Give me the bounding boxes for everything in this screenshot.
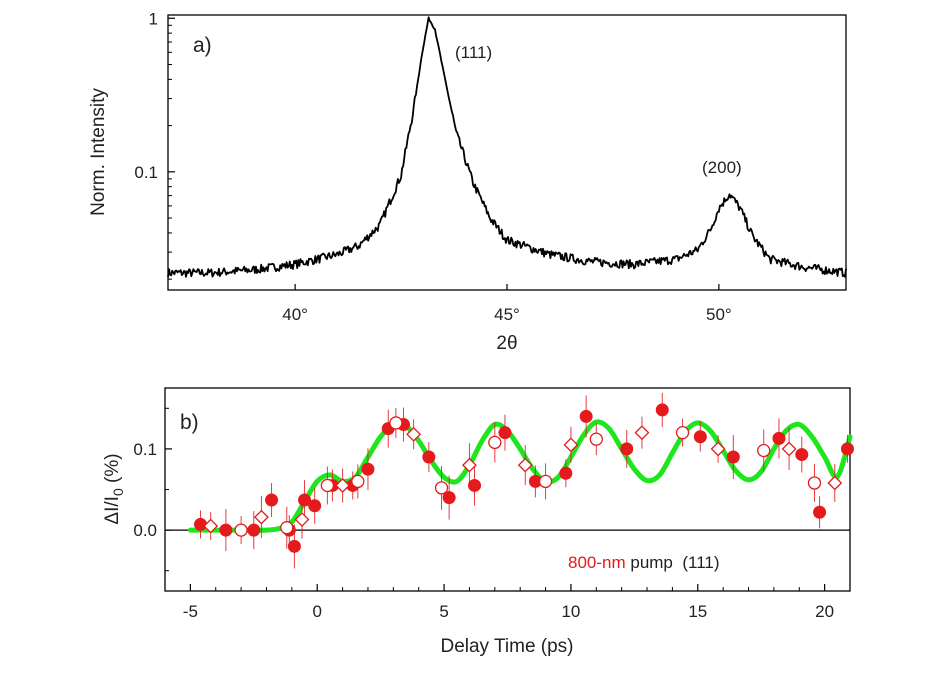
x-tick-label: 5 xyxy=(439,602,448,621)
x-tick-label: 15 xyxy=(688,602,707,621)
panel-a-frame xyxy=(167,14,847,291)
panel-a-plot-area xyxy=(167,16,847,278)
data-point-filled-circle xyxy=(655,403,669,417)
data-point-open-circle xyxy=(675,426,690,440)
peak-200-label: (200) xyxy=(702,158,742,177)
panel-b-plot-area xyxy=(165,392,854,569)
peak-111-label: (111) xyxy=(455,43,492,62)
data-point-open-diamond xyxy=(294,512,310,527)
x-tick-label: 20 xyxy=(815,602,834,621)
data-point-filled-circle xyxy=(693,430,707,444)
data-point-filled-circle xyxy=(361,462,375,476)
data-point-filled-circle xyxy=(726,450,740,464)
data-point-filled-circle xyxy=(219,523,233,537)
data-point-open-diamond xyxy=(710,441,726,457)
x-tick-label: 10 xyxy=(561,602,580,621)
data-point-filled-circle xyxy=(442,491,456,505)
x-tick-label: 50° xyxy=(706,305,732,324)
data-point-open-circle xyxy=(280,521,294,535)
data-point-open-diamond xyxy=(335,478,351,493)
panel-a-x-axis-label: 2θ xyxy=(496,333,517,354)
panel-b-y-ticks: 0.0 0.1 xyxy=(133,407,172,572)
data-point-open-circle xyxy=(538,474,553,489)
data-point-open-circle xyxy=(320,478,335,493)
y-tick-label: 0.1 xyxy=(133,440,157,459)
data-point-open-diamond xyxy=(517,457,533,473)
data-point-filled-circle xyxy=(579,409,593,423)
panel-a-x-ticks: 40° 45° 50° xyxy=(282,284,732,324)
data-point-open-diamond xyxy=(406,426,422,442)
data-point-open-diamond xyxy=(781,441,797,457)
data-point-filled-circle xyxy=(194,517,208,531)
x-tick-label: 40° xyxy=(282,305,308,324)
data-point-open-diamond xyxy=(827,475,843,491)
data-point-open-diamond xyxy=(253,509,269,525)
data-point-filled-circle xyxy=(422,450,436,464)
data-point-filled-circle xyxy=(298,493,312,507)
panel-b-legend: 800-nm pump (111) xyxy=(568,553,720,572)
data-point-filled-circle xyxy=(498,426,512,440)
data-point-open-circle xyxy=(234,523,248,537)
x-tick-label: -5 xyxy=(183,602,198,621)
legend-pump-wavelength: 800-nm xyxy=(568,553,626,572)
panel-a-y-ticks: 0.11 xyxy=(134,9,175,280)
panel-b-label: b) xyxy=(180,411,199,434)
data-point-filled-circle xyxy=(620,442,634,456)
data-point-filled-circle xyxy=(265,493,279,507)
x-tick-label: 0 xyxy=(312,602,321,621)
spectrum-trace xyxy=(167,16,847,278)
y-tick-label: 1 xyxy=(149,9,158,28)
panel-a-y-axis-label: Norm. Intensity xyxy=(88,88,109,216)
data-point-filled-circle xyxy=(308,499,322,513)
data-point-filled-circle xyxy=(559,466,573,480)
legend-rest: pump (111) xyxy=(626,553,720,572)
data-point-filled-circle xyxy=(468,478,482,492)
panel-a-label: a) xyxy=(193,34,212,57)
data-point-filled-circle xyxy=(795,448,809,462)
panel-b-frame xyxy=(164,387,851,592)
x-tick-label: 45° xyxy=(494,305,520,324)
panel-b-time-resolved: -5 0 5 10 15 20 0.0 0.1 b) Delay Time (ps) ΔI/… xyxy=(102,387,854,657)
data-point-open-circle xyxy=(434,481,449,495)
data-point-filled-circle xyxy=(287,539,301,553)
y-tick-label: 0.0 xyxy=(133,521,157,540)
data-point-open-diamond xyxy=(563,437,579,453)
data-point-open-diamond xyxy=(634,425,650,441)
data-point-open-circle xyxy=(807,476,822,490)
data-point-filled-circle xyxy=(840,442,854,456)
data-point-filled-circle xyxy=(247,523,261,537)
data-point-open-circle xyxy=(757,443,771,458)
data-point-filled-circle xyxy=(528,474,542,488)
panel-a-xrd-spectrum: 40° 45° 50° 0.11 a) 2θ Norm. Intensity (11… xyxy=(88,9,847,354)
panel-b-x-axis-label: Delay Time (ps) xyxy=(440,636,573,657)
data-point-open-circle xyxy=(351,474,365,489)
fit-curve xyxy=(187,419,853,533)
panel-b-y-axis-label: ΔI/I0 (%) xyxy=(102,453,126,524)
data-point-open-diamond xyxy=(462,457,477,473)
data-point-open-diamond xyxy=(203,518,219,534)
y-tick-label: 0.1 xyxy=(134,163,158,182)
data-point-open-circle xyxy=(488,435,502,450)
panel-b-x-ticks: -5 0 5 10 15 20 xyxy=(164,584,851,621)
data-point-filled-circle xyxy=(772,431,786,445)
data-point-open-circle xyxy=(589,432,603,446)
data-point-open-circle xyxy=(389,416,403,430)
data-point-filled-circle xyxy=(813,505,827,519)
